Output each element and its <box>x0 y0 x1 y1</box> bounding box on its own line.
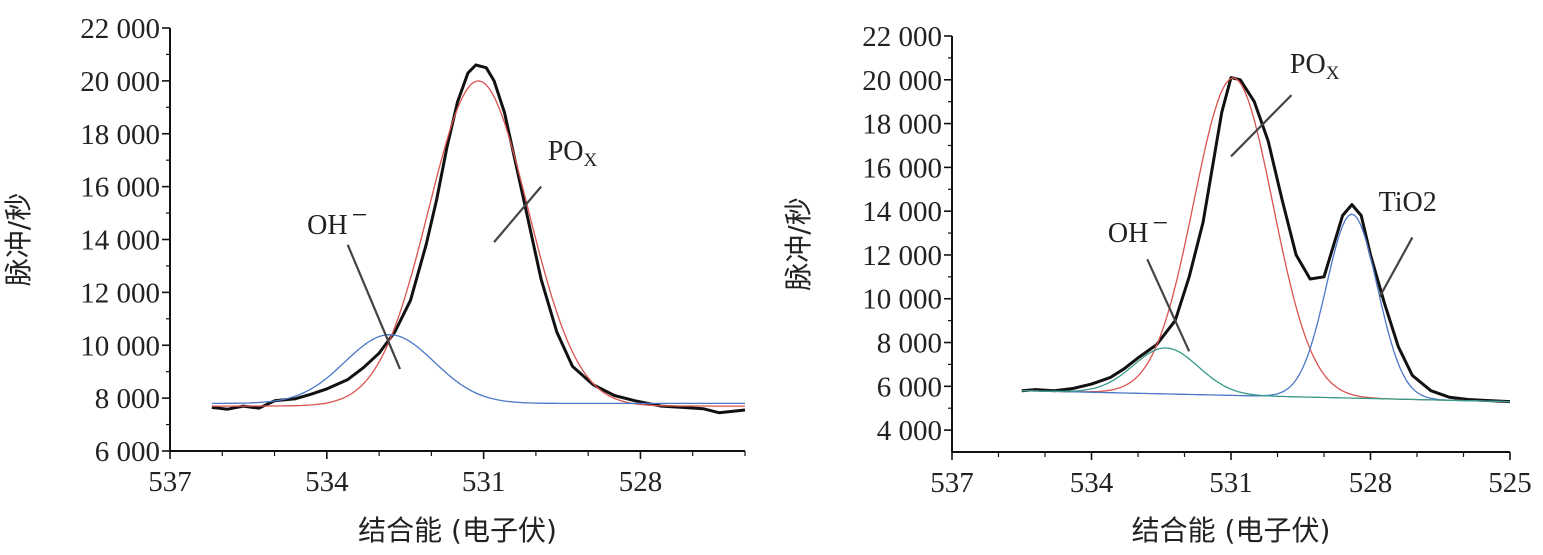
y-tick-label: 14 000 <box>80 225 160 257</box>
y-tick-label: 12 000 <box>862 240 942 272</box>
y-tick-label: 18 000 <box>80 119 160 151</box>
annotation-leader-line <box>1230 94 1293 158</box>
x-axis-title: 结合能 (电子伏) <box>358 514 557 547</box>
x-axis-title: 结合能 (电子伏) <box>1132 514 1331 547</box>
annotation-label: TiO2 <box>1379 187 1437 218</box>
y-tick-label: 10 000 <box>80 330 160 362</box>
raw-spectrum-line <box>1021 76 1511 404</box>
raw-spectrum-line <box>211 63 746 415</box>
annotation-leader-line <box>493 185 542 243</box>
x-tick-label: 528 <box>1349 467 1393 499</box>
y-tick-label: 22 000 <box>862 21 942 53</box>
fit-peak-line <box>1021 77 1510 403</box>
fit-peak-line <box>211 80 745 407</box>
y-tick-label: 20 000 <box>862 65 942 97</box>
x-tick-label: 534 <box>305 466 349 498</box>
y-tick-label: 16 000 <box>80 172 160 204</box>
y-tick-label: 8 000 <box>877 328 942 360</box>
x-tick-label: 534 <box>1070 467 1114 499</box>
chart-panel-right: 4 000 6 000 8 000 10 000 12 000 14 000 16 000 1… <box>782 21 1532 547</box>
annotation-label: OH − <box>307 200 367 241</box>
annotation-label: POX <box>548 136 598 171</box>
annotation-leader-line <box>1378 236 1414 298</box>
x-tick-label: 531 <box>1209 467 1253 499</box>
x-tick-label: 537 <box>930 467 974 499</box>
y-tick-label: 10 000 <box>862 284 942 316</box>
y-tick-label: 12 000 <box>80 277 160 309</box>
annotation-leader-line <box>1146 258 1191 352</box>
chart-panel-left: 6 000 8 000 10 000 12 000 14 000 16 000 18 000… <box>2 13 746 547</box>
y-tick-label: 18 000 <box>862 109 942 141</box>
fit-peak-line <box>1021 213 1510 403</box>
x-tick-label: 537 <box>148 466 192 498</box>
y-tick-label: 4 000 <box>877 415 942 447</box>
fit-peak-line <box>1021 347 1510 403</box>
y-tick-label: 6 000 <box>95 436 160 468</box>
y-tick-label: 16 000 <box>862 152 942 184</box>
y-tick-label: 14 000 <box>862 196 942 228</box>
x-tick-label: 531 <box>462 466 506 498</box>
y-tick-label: 8 000 <box>95 383 160 415</box>
annotation-leader-line <box>346 244 402 370</box>
fit-peak-line <box>211 334 745 405</box>
y-axis-title: 脉冲/秒 <box>2 193 35 286</box>
y-tick-label: 6 000 <box>877 371 942 403</box>
annotation-label: POX <box>1290 49 1340 84</box>
y-tick-label: 20 000 <box>80 66 160 98</box>
y-tick-label: 22 000 <box>80 13 160 45</box>
y-axis-title: 脉冲/秒 <box>782 197 815 290</box>
x-tick-label: 525 <box>1488 467 1532 499</box>
annotation-label: OH − <box>1108 208 1168 249</box>
x-tick-label: 528 <box>619 466 663 498</box>
